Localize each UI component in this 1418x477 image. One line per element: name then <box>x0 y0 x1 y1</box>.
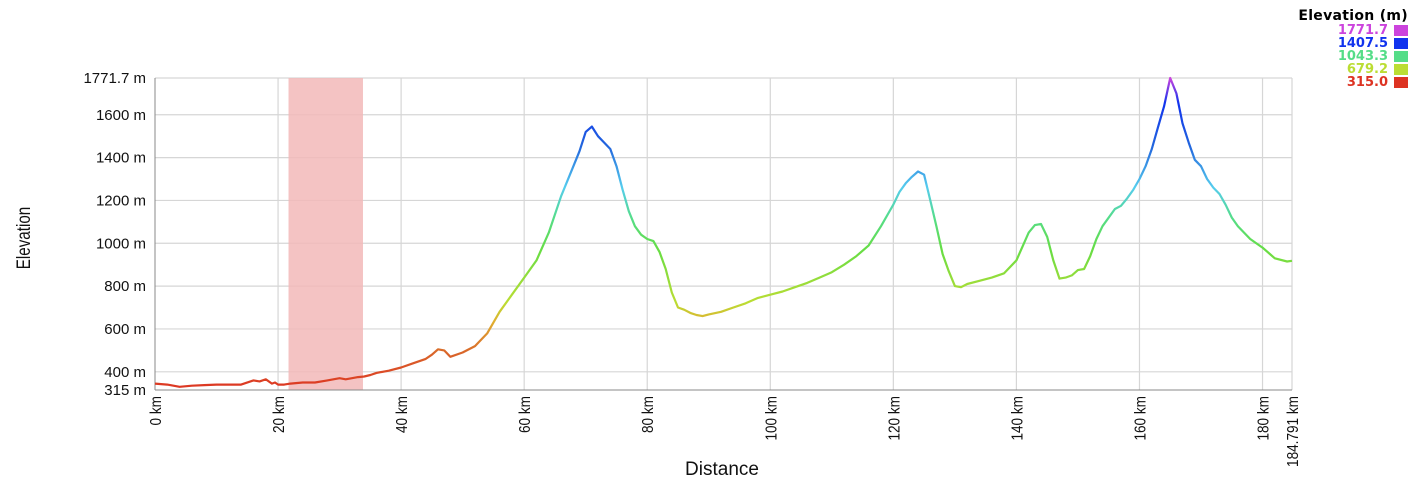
x-tick-label: 160 km <box>1133 396 1150 441</box>
axes <box>154 78 1292 391</box>
x-tick-label: 184.791 km <box>1285 396 1302 467</box>
x-tick-label: 80 km <box>640 396 657 433</box>
y-tick-label: 1600 m <box>96 107 146 124</box>
x-tick-label: 20 km <box>271 396 288 433</box>
x-tick-label: 140 km <box>1009 396 1026 441</box>
legend-swatch <box>1394 38 1408 49</box>
y-tick-label: 1400 m <box>96 150 146 167</box>
legend-entry: 1043.3 <box>1218 50 1408 63</box>
y-tick-label: 1000 m <box>96 235 146 252</box>
legend: Elevation (m) 1771.7 1407.5 1043.3 679.2 315… <box>1218 8 1408 89</box>
legend-entry-label: 1771.7 <box>1337 23 1388 38</box>
legend-entry: 1771.7 <box>1218 24 1408 37</box>
x-tick-label: 100 km <box>763 396 780 441</box>
legend-entry: 679.2 <box>1218 63 1408 76</box>
x-tick-label: 120 km <box>886 396 903 441</box>
y-tick-label: 600 m <box>104 321 146 338</box>
y-tick-label: 800 m <box>104 278 146 295</box>
y-tick-label: 400 m <box>104 364 146 381</box>
highlight-range <box>288 78 363 390</box>
legend-swatch <box>1394 64 1408 75</box>
legend-swatch <box>1394 25 1408 36</box>
x-tick-labels: 0 km 20 km 40 km 60 km 80 km 100 km 120 km 140 … <box>148 396 1302 467</box>
elevation-line <box>154 76 1293 388</box>
legend-entry-label: 679.2 <box>1346 62 1388 77</box>
y-axis-label: Elevation <box>12 207 34 269</box>
x-tick-label: 60 km <box>517 396 534 433</box>
legend-title: Elevation (m) <box>1298 8 1408 24</box>
y-tick-label: 315 m <box>104 382 146 399</box>
legend-entry: 315.0 <box>1218 76 1408 89</box>
legend-entry-label: 315.0 <box>1346 75 1388 90</box>
legend-swatch <box>1394 77 1408 88</box>
legend-entry: 1407.5 <box>1218 37 1408 50</box>
x-tick-label: 40 km <box>394 396 411 433</box>
x-tick-label: 0 km <box>148 396 165 425</box>
legend-swatch <box>1394 51 1408 62</box>
y-tick-label: 1771.7 m <box>83 70 146 87</box>
legend-entry-label: 1043.3 <box>1337 49 1388 64</box>
x-tick-label: 180 km <box>1256 396 1273 441</box>
y-tick-label: 1200 m <box>96 192 146 209</box>
legend-entry-label: 1407.5 <box>1337 36 1388 51</box>
x-axis-label: Distance <box>685 459 759 477</box>
